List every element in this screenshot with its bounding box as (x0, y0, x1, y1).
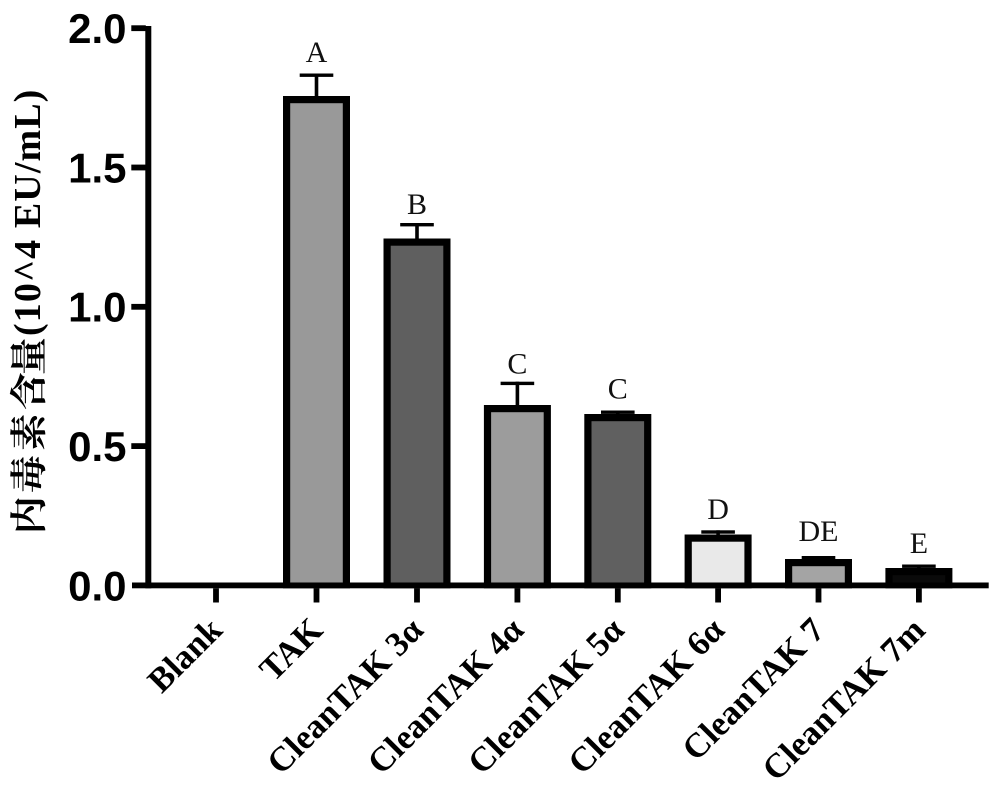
svg-text:2.0: 2.0 (68, 5, 126, 52)
svg-text:DE: DE (799, 515, 839, 548)
svg-text:0.5: 0.5 (68, 423, 126, 470)
svg-text:C: C (507, 348, 527, 381)
svg-text:1.5: 1.5 (68, 144, 126, 191)
svg-text:0.0: 0.0 (68, 562, 126, 609)
svg-text:1.0: 1.0 (68, 284, 126, 331)
svg-text:E: E (910, 527, 928, 560)
svg-text:D: D (707, 493, 729, 526)
svg-text:A: A (306, 36, 328, 69)
svg-text:C: C (608, 373, 628, 406)
svg-text:(10^4 EU/mL): (10^4 EU/mL) (7, 89, 49, 336)
svg-text:B: B (407, 188, 427, 221)
